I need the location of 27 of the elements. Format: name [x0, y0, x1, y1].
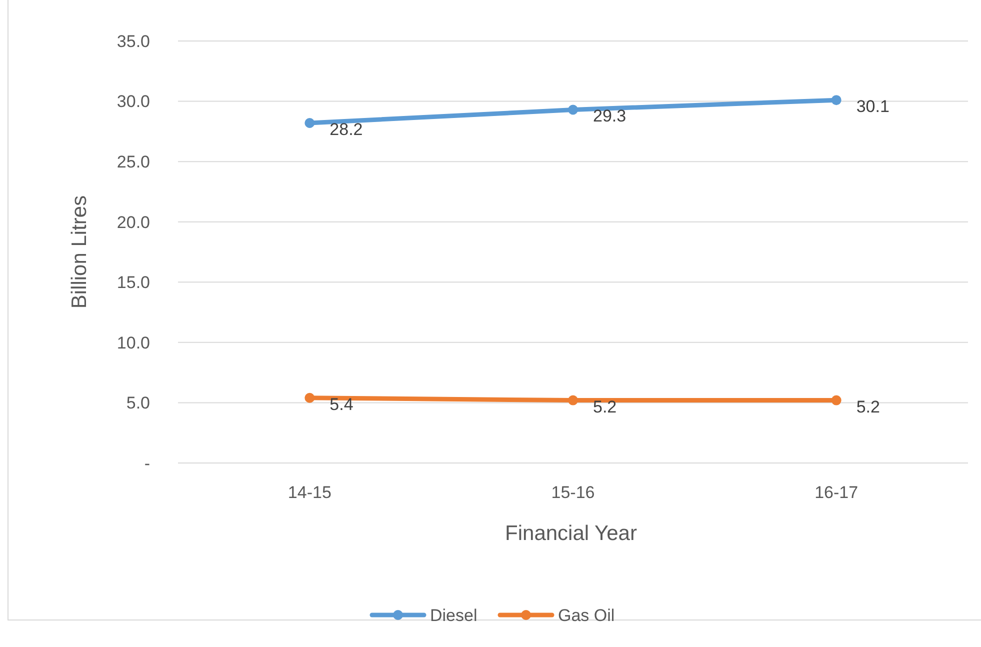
x-tick-label: 15-16 [551, 483, 595, 502]
x-axis-title: Financial Year [505, 522, 637, 545]
point [568, 104, 578, 115]
data-label: 30.1 [856, 97, 890, 116]
y-tick-label: 10.0 [116, 333, 150, 352]
y-tick-label: 20.0 [116, 212, 150, 232]
x-tick-label: 14-15 [288, 483, 332, 502]
point [304, 118, 315, 128]
legend-label: Gas Oil [558, 606, 615, 625]
y-tick-label: 15.0 [116, 273, 150, 292]
data-label: 5.2 [593, 397, 617, 416]
y-tick-label: 30.0 [116, 92, 150, 112]
y-axis-title: Billion Litres [68, 195, 91, 309]
legend-label: Diesel [430, 606, 478, 625]
data-label: 5.2 [856, 397, 880, 416]
x-tick-label: 16-17 [814, 483, 858, 502]
point [831, 95, 842, 106]
data-label: 5.4 [330, 394, 354, 414]
point [568, 395, 578, 406]
y-tick-label: 5.0 [126, 394, 150, 413]
data-label: 29.3 [593, 106, 626, 126]
point [831, 395, 842, 406]
y-tick-label: - [144, 454, 150, 473]
data-label: 28.2 [330, 120, 363, 139]
y-tick-label: 25.0 [116, 152, 150, 172]
y-tick-label: 35.0 [116, 32, 150, 51]
point [304, 392, 315, 403]
